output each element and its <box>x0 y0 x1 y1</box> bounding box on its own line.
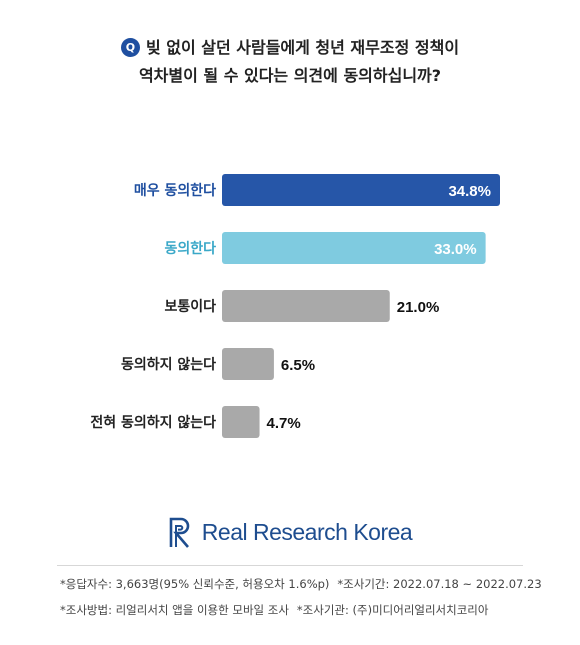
bar <box>222 406 260 438</box>
value-label: 4.7% <box>267 415 301 432</box>
question-text-2: 역차별이 될 수 있다는 의견에 동의하십니까? <box>138 66 442 85</box>
value-label: 21.0% <box>397 299 440 316</box>
bar-chart: 매우 동의한다 34.8% 동의한다 33.0% 보통이다 21.0% 동의하지 않는다 6.… <box>90 174 500 438</box>
footnote-line-1: *응답자수: 3,663명(95% 신뢰수준, 허용오차 1.6%p) *조사기간… <box>60 576 542 592</box>
value-label: 6.5% <box>281 357 315 374</box>
category-label: 동의한다 <box>164 240 216 257</box>
bar <box>222 174 500 206</box>
category-label: 동의하지 않는다 <box>121 356 216 373</box>
brand-logo: Real Research Korea <box>0 512 580 552</box>
footnote-respondents: *응답자수: 3,663명(95% 신뢰수준, 허용오차 1.6%p) <box>60 577 330 591</box>
question-badge: Q <box>120 38 140 57</box>
question-text-1: 빚 없이 살던 사람들에게 청년 재무조정 정책이 <box>145 38 460 57</box>
bar <box>222 348 274 380</box>
brand-name: Real Research Korea <box>201 518 413 545</box>
footnote-method: *조사방법: 리얼리서치 앱을 이용한 모바일 조사 <box>60 603 289 617</box>
footnote-agency: *조사기관: (주)미디어리얼리서치코리아 <box>296 603 489 617</box>
value-label: 33.0% <box>434 241 477 258</box>
bar <box>222 232 486 264</box>
category-label: 매우 동의한다 <box>134 182 216 199</box>
bar <box>222 290 390 322</box>
value-label: 34.8% <box>448 183 491 200</box>
survey-question: Q 빚 없이 살던 사람들에게 청년 재무조정 정책이 역차별이 될 수 있다는 … <box>0 34 580 90</box>
footnote-line-2: *조사방법: 리얼리서치 앱을 이용한 모바일 조사 *조사기관: (주)미디어리… <box>60 602 488 618</box>
category-label: 전혀 동의하지 않는다 <box>90 414 216 431</box>
footnote-period: *조사기간: 2022.07.18 ~ 2022.07.23 <box>337 577 542 591</box>
category-label: 보통이다 <box>164 298 216 315</box>
question-line-1: Q 빚 없이 살던 사람들에게 청년 재무조정 정책이 <box>0 34 580 62</box>
footer-divider <box>57 565 523 566</box>
brand-mark-icon <box>169 517 190 548</box>
